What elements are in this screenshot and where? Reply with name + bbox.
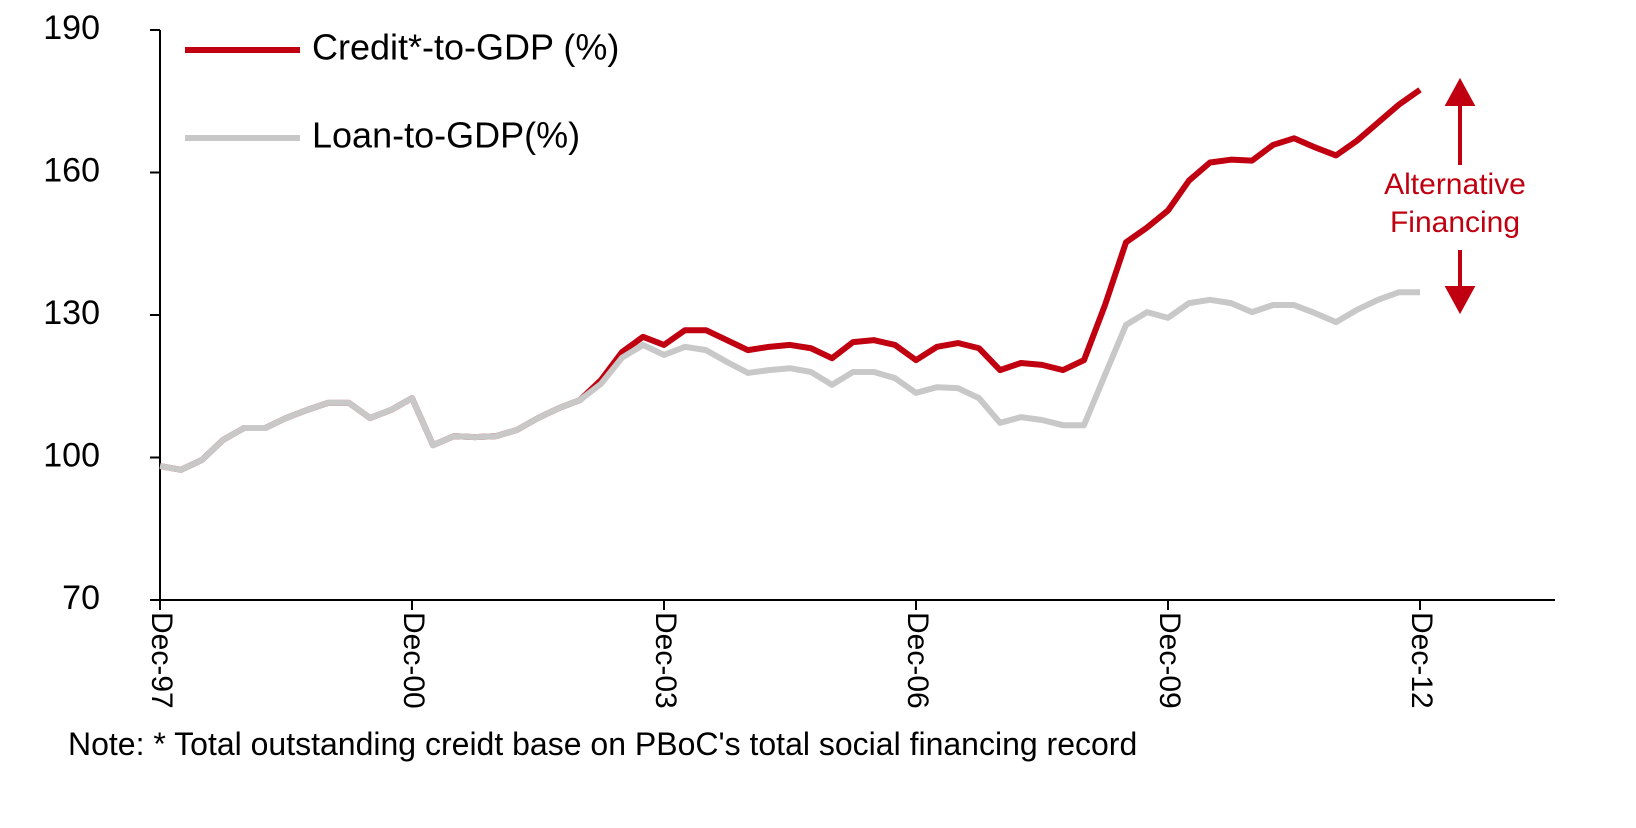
- y-tick-label: 190: [43, 9, 100, 47]
- legend-label: Credit*-to-GDP (%): [312, 27, 619, 68]
- legend-label: Loan-to-GDP(%): [312, 115, 580, 156]
- x-tick-label: Dec-06: [901, 612, 934, 709]
- x-tick-label: Dec-00: [397, 612, 430, 709]
- y-tick-label: 100: [43, 436, 100, 474]
- x-tick-label: Dec-97: [145, 612, 178, 709]
- note: Note: * Total outstanding creidt base on…: [68, 726, 1138, 762]
- y-tick-label: 130: [43, 294, 100, 332]
- arrow-head: [1444, 77, 1476, 106]
- arrow-head: [1444, 286, 1476, 315]
- x-tick-label: Dec-09: [1153, 612, 1186, 709]
- series-line: [159, 289, 1420, 473]
- annotation-arrow: [1444, 77, 1476, 315]
- annotation: Alternative: [1384, 168, 1526, 201]
- x-tick-label: Dec-12: [1405, 612, 1438, 709]
- x-tick-label: Dec-03: [649, 612, 682, 709]
- y-tick-label: 160: [43, 151, 100, 189]
- y-tick-label: 70: [62, 579, 100, 617]
- annotation: Financing: [1390, 206, 1520, 239]
